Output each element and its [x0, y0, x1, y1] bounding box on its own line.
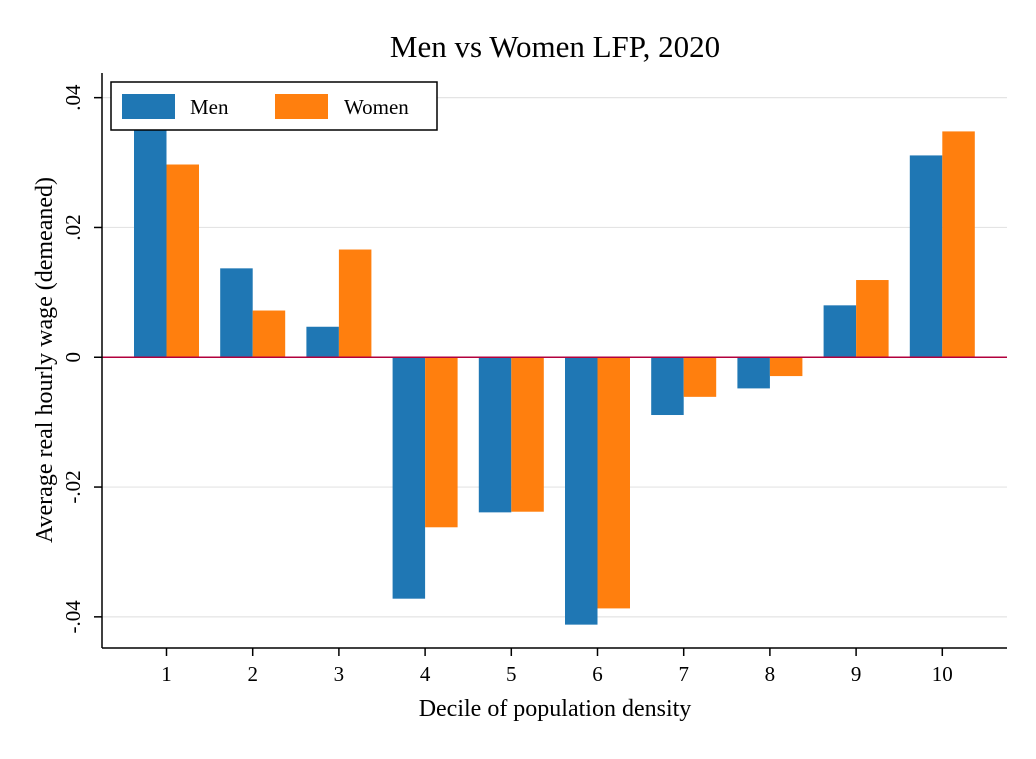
bars [134, 124, 975, 625]
bar-men [909, 155, 943, 358]
x-tick-label: 6 [592, 662, 603, 686]
x-tick-label: 5 [506, 662, 517, 686]
y-tick-label: -.02 [61, 470, 85, 503]
x-tick-label: 2 [247, 662, 258, 686]
y-tick-label: .02 [61, 214, 85, 240]
bar-women [942, 131, 975, 358]
x-ticks: 1 2 3 4 5 6 7 8 9 10 [161, 648, 953, 686]
x-tick-label: 10 [932, 662, 953, 686]
bar-men [134, 124, 167, 358]
bar-men [651, 357, 684, 416]
legend-swatch-men [122, 94, 175, 119]
bar-women [856, 280, 889, 358]
legend-label-men: Men [190, 95, 229, 119]
y-axis-label: Average real hourly wage (demeaned) [32, 177, 58, 543]
bar-men [823, 305, 857, 358]
x-tick-label: 4 [420, 662, 431, 686]
bar-women [683, 357, 717, 397]
bar-women [425, 357, 458, 528]
legend-swatch-women [275, 94, 328, 119]
y-tick-label: 0 [61, 352, 85, 363]
x-tick-label: 7 [678, 662, 689, 686]
bar-women [511, 357, 544, 512]
y-tick-label: -.04 [61, 600, 85, 634]
y-ticks: .04 .02 0 -.02 -.04 [61, 84, 102, 633]
bar-men [306, 326, 339, 358]
bar-women [166, 164, 199, 358]
bar-women [769, 357, 803, 377]
legend-label-women: Women [344, 95, 409, 119]
bar-men [220, 268, 253, 358]
y-tick-label: .04 [61, 84, 85, 111]
bar-men [737, 357, 770, 389]
bar-women [252, 310, 286, 358]
x-tick-label: 3 [334, 662, 345, 686]
x-axis-label: Decile of population density [419, 696, 692, 722]
legend: Men Women [110, 81, 438, 131]
bar-women [338, 249, 372, 358]
x-tick-label: 1 [161, 662, 172, 686]
x-tick-label: 9 [851, 662, 862, 686]
x-tick-label: 8 [765, 662, 776, 686]
bar-men [565, 357, 598, 625]
bar-men [392, 357, 426, 599]
bar-women [597, 357, 630, 609]
chart-title: Men vs Women LFP, 2020 [390, 29, 720, 64]
bar-men [478, 357, 512, 513]
gridlines [102, 97, 1007, 618]
